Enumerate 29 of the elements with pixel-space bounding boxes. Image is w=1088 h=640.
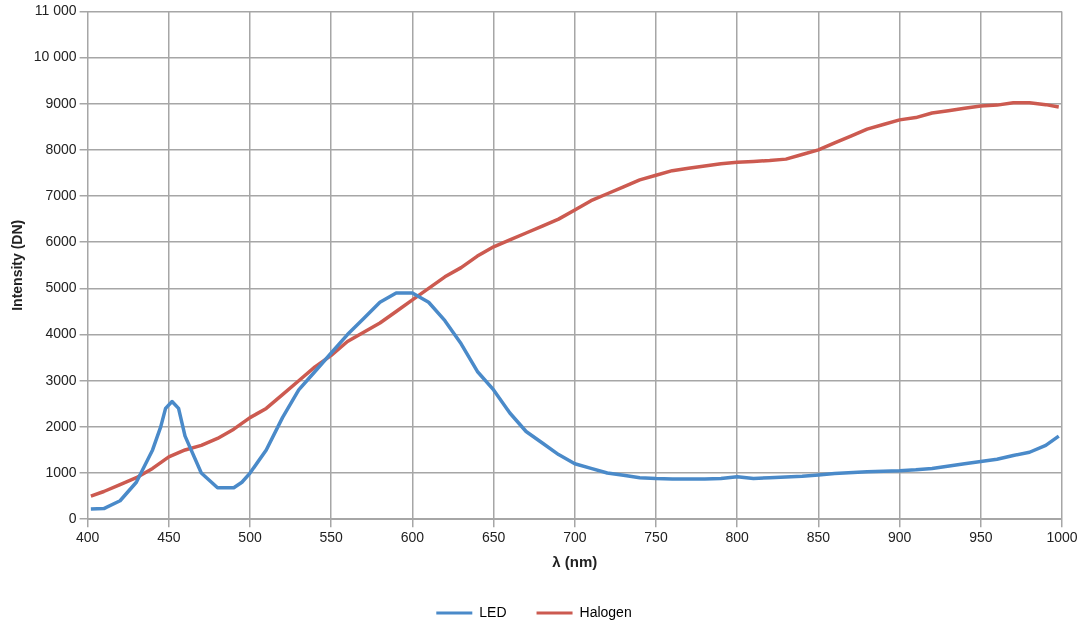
- y-tick-label: 3000: [45, 371, 77, 388]
- y-tick-label: 2000: [45, 417, 77, 434]
- y-tick-label: 0: [68, 510, 77, 527]
- y-tick-label: 9000: [45, 94, 77, 111]
- x-tick-label: 700: [563, 529, 587, 546]
- x-axis-title: λ (nm): [552, 553, 598, 571]
- x-tick-label: 750: [644, 529, 668, 546]
- x-tick-label: 800: [725, 529, 750, 546]
- y-tick-label: 6000: [45, 233, 77, 250]
- x-tick-label: 600: [400, 529, 425, 546]
- y-tick-label: 10 000: [33, 48, 77, 65]
- x-tick-label: 400: [75, 529, 100, 546]
- y-tick-label: 1000: [45, 463, 77, 480]
- y-tick-label: 4000: [45, 325, 77, 342]
- y-tick-label: 8000: [45, 140, 77, 157]
- x-tick-label: 450: [157, 529, 181, 546]
- x-tick-label: 650: [481, 529, 506, 546]
- legend-label: Halogen: [579, 603, 632, 620]
- x-tick-label: 1000: [1046, 529, 1078, 546]
- x-tick-label: 550: [319, 529, 344, 546]
- x-tick-label: 950: [969, 529, 993, 546]
- y-tick-label: 7000: [45, 186, 77, 203]
- x-tick-label: 500: [238, 529, 262, 546]
- y-tick-label: 11 000: [34, 2, 77, 19]
- y-tick-label: 5000: [45, 279, 77, 296]
- x-tick-label: 850: [806, 529, 831, 546]
- legend-label: LED: [479, 603, 507, 620]
- x-tick-label: 900: [887, 529, 912, 546]
- y-axis-title: Intensity (DN): [9, 219, 26, 311]
